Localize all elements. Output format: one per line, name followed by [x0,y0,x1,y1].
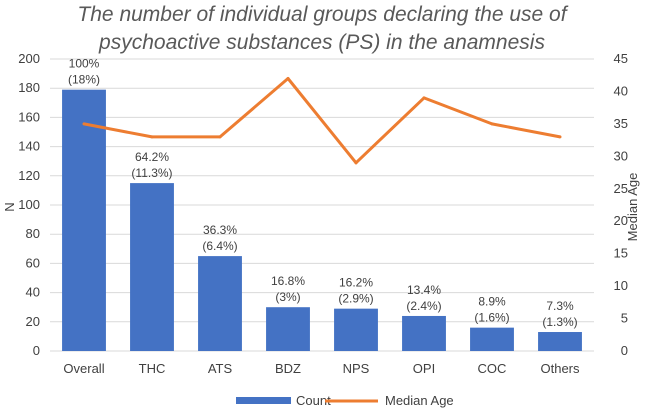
legend-swatch-count [236,397,291,404]
data-label-share-nps: (2.9%) [338,292,373,306]
category-label-opi: OPI [413,361,435,376]
bar-ats [198,256,242,351]
left-tick-label-8: 160 [18,109,40,124]
median-age-point-thc [150,135,154,139]
category-label-thc: THC [139,361,166,376]
right-tick-label-1: 5 [621,311,628,326]
right-tick-label-8: 40 [614,83,628,98]
data-label-percent-overall: 100% [69,57,100,71]
legend-label-median-age: Median Age [385,393,454,408]
right-tick-label-0: 0 [621,343,628,358]
left-tick-label-5: 100 [18,197,40,212]
right-tick-label-4: 20 [614,213,628,228]
right-tick-label-7: 35 [614,116,628,131]
median-age-point-opi [422,96,426,100]
category-labels: Overall THC ATS BDZ NPS OPI COC Others [63,361,580,376]
right-axis-ticks: 0 5 10 15 20 25 30 35 40 45 [614,51,628,358]
data-label-share-thc: (11.3%) [131,166,172,180]
left-axis-ticks: 0 20 40 60 80 100 120 140 160 180 200 [18,51,40,358]
data-label-percent-coc: 8.9% [478,295,506,309]
category-label-nps: NPS [343,361,370,376]
data-label-share-opi: (2.4%) [406,299,441,313]
data-label-percent-others: 7.3% [546,299,574,313]
median-age-line [82,76,562,165]
data-label-share-overall: (18%) [68,73,100,87]
chart-title-line-1: The number of individual groups declarin… [77,3,568,26]
data-label-percent-ats: 36.3% [203,223,237,237]
median-age-polyline [83,77,561,165]
category-label-overall: Overall [63,361,104,376]
bar-overall [62,89,106,351]
bar-opi [402,315,446,351]
left-tick-label-1: 20 [26,314,40,329]
data-label-percent-bdz: 16.8% [271,274,305,288]
left-tick-label-0: 0 [33,343,40,358]
left-tick-label-3: 60 [26,255,40,270]
legend: Count Median Age [236,393,454,408]
median-age-point-overall [82,122,86,126]
median-age-point-nps [354,161,358,165]
left-axis-title: N [2,202,17,211]
category-label-ats: ATS [208,361,233,376]
data-label-share-coc: (1.6%) [474,311,509,325]
data-label-percent-nps: 16.2% [339,276,373,290]
data-label-percent-opi: 13.4% [407,283,441,297]
category-label-bdz: BDZ [275,361,301,376]
legend-label-count: Count [296,393,331,408]
right-tick-label-5: 25 [614,181,628,196]
left-tick-label-2: 40 [26,285,40,300]
median-age-point-bdz [286,76,290,80]
bar-coc [470,327,514,351]
right-tick-label-6: 30 [614,148,628,163]
right-axis-title: Median Age [625,173,640,242]
right-tick-label-3: 15 [614,246,628,261]
category-label-coc: COC [478,361,507,376]
left-tick-label-4: 80 [26,226,40,241]
left-tick-label-6: 120 [18,168,40,183]
left-tick-label-10: 200 [18,51,40,66]
data-label-share-bdz: (3%) [275,290,300,304]
median-age-point-ats [218,135,222,139]
bar-others [538,332,582,351]
data-label-percent-thc: 64.2% [135,150,169,164]
left-tick-label-7: 140 [18,139,40,154]
median-age-point-coc [490,122,494,126]
category-label-others: Others [540,361,580,376]
data-label-share-others: (1.3%) [542,315,577,329]
bar-data-labels: 100% (18%) 64.2% (11.3%) 36.3% (6.4%) 16.8% (3%… [68,57,578,329]
bar-nps [334,308,378,351]
left-tick-label-9: 180 [18,80,40,95]
chart-title-line-2: psychoactive substances (PS) in the anam… [98,31,545,54]
bar-thc [130,183,174,351]
right-tick-label-2: 10 [614,278,628,293]
count-bars [62,89,582,351]
right-tick-label-9: 45 [614,51,628,66]
data-label-share-ats: (6.4%) [202,239,237,253]
median-age-point-others [558,135,562,139]
bar-bdz [266,307,310,351]
